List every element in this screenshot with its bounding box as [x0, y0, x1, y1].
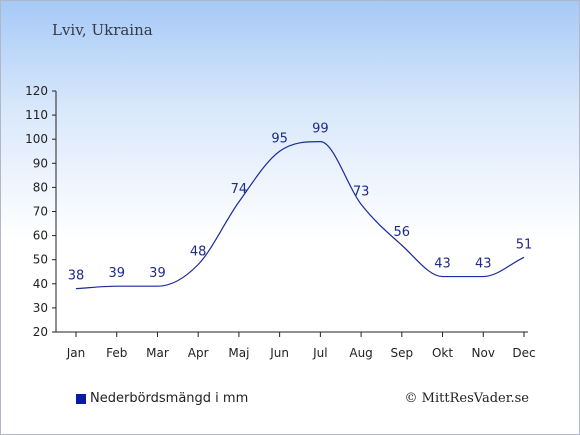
data-label: 43	[475, 257, 492, 272]
y-tick-label: 20	[33, 325, 48, 339]
x-tick-label: Dec	[512, 346, 535, 360]
y-tick-label: 80	[33, 180, 48, 194]
y-tick-label: 40	[33, 277, 48, 291]
data-label: 56	[394, 225, 411, 240]
data-label: 51	[516, 237, 533, 252]
data-label: 39	[108, 266, 125, 281]
data-label: 48	[190, 245, 207, 260]
data-label: 39	[149, 266, 166, 281]
y-tick-label: 30	[33, 301, 48, 315]
y-tick-label: 110	[25, 108, 48, 122]
y-tick-label: 100	[25, 132, 48, 146]
chart-title: Lviv, Ukraina	[52, 21, 153, 39]
series-line	[75, 141, 525, 290]
x-tick-label: Aug	[349, 346, 372, 360]
data-label: 43	[434, 257, 451, 272]
legend-swatch	[76, 393, 86, 404]
credit-text: © MittResVader.se	[404, 391, 529, 406]
x-tick-label: Jun	[269, 346, 289, 360]
y-tick-label: 120	[25, 84, 48, 98]
x-tick-label: Nov	[472, 346, 495, 360]
x-tick-label: Jul	[312, 346, 327, 360]
legend: Nederbördsmängd i mm	[76, 391, 248, 406]
data-label: 99	[312, 122, 329, 137]
data-label: 74	[231, 182, 248, 197]
y-tick-label: 60	[33, 229, 48, 243]
data-label: 95	[271, 131, 288, 146]
y-tick-label: 70	[33, 205, 48, 219]
y-tick-label: 90	[33, 156, 48, 170]
x-tick-label: Feb	[106, 346, 127, 360]
y-tick-label: 50	[33, 253, 48, 267]
legend-label: Nederbördsmängd i mm	[90, 391, 249, 406]
x-tick-label: Maj	[228, 346, 249, 360]
x-tick-label: Mar	[146, 346, 169, 360]
x-tick-label: Okt	[432, 346, 453, 360]
x-tick-label: Apr	[188, 346, 209, 360]
data-label: 38	[68, 269, 85, 284]
x-tick-label: Sep	[391, 346, 414, 360]
x-tick-label: Jan	[66, 346, 86, 360]
data-label: 73	[353, 184, 370, 199]
chart-plot: 20 30 40 50 60 70 80 90 100 110 120 Jan Feb Mar Apr Maj…	[25, 84, 536, 360]
